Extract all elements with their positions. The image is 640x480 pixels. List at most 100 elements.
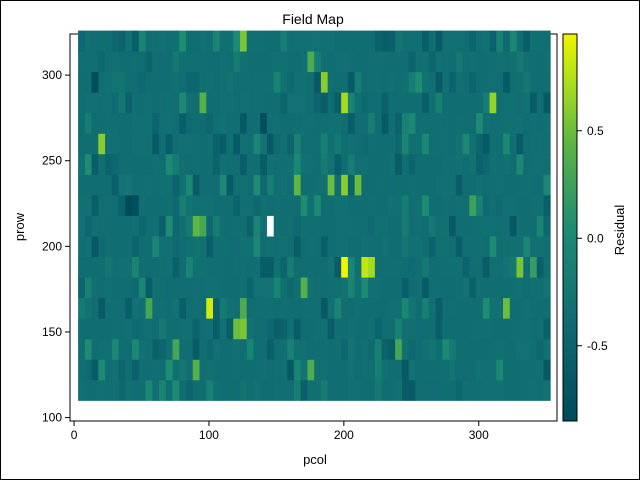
- heatmap-cell: [516, 277, 524, 299]
- heatmap-cell: [280, 338, 288, 360]
- heatmap-cell: [138, 71, 146, 93]
- heatmap-cell: [118, 359, 126, 381]
- heatmap-cell: [327, 174, 335, 196]
- heatmap-cell: [408, 236, 416, 258]
- heatmap-cell: [503, 133, 511, 155]
- heatmap-cell: [395, 318, 403, 340]
- heatmap-cell: [192, 379, 200, 401]
- heatmap-cell: [105, 338, 113, 360]
- heatmap-cell: [125, 30, 133, 52]
- colorbar-ticks: -0.5 0.0 0.5: [577, 124, 608, 353]
- heatmap-cell: [536, 379, 544, 401]
- heatmap-cell: [523, 174, 531, 196]
- heatmap-cell: [374, 215, 383, 237]
- heatmap-cell: [361, 133, 369, 155]
- heatmap-cell: [260, 153, 268, 175]
- heatmap-cell: [341, 51, 349, 73]
- heatmap-cell: [145, 51, 153, 73]
- heatmap-cell: [98, 318, 106, 340]
- heatmap-cell: [307, 133, 315, 155]
- heatmap-cell: [152, 277, 160, 299]
- heatmap-cell: [354, 112, 362, 134]
- heatmap-cell: [172, 153, 180, 175]
- heatmap-cell: [219, 297, 227, 319]
- heatmap-cell: [327, 92, 335, 114]
- heatmap-cell: [395, 174, 403, 196]
- heatmap-cell: [219, 133, 227, 155]
- heatmap-cell: [422, 194, 430, 216]
- heatmap-cell: [536, 133, 544, 155]
- heatmap-cell: [401, 359, 410, 381]
- heatmap-cell: [118, 71, 126, 93]
- heatmap-cell: [165, 174, 173, 196]
- heatmap-cell: [91, 297, 99, 319]
- heatmap-cell: [368, 277, 376, 299]
- heatmap-cell: [266, 153, 275, 175]
- heatmap-cell: [125, 256, 133, 278]
- heatmap-cell: [152, 133, 160, 155]
- heatmap-cell: [84, 379, 92, 401]
- heatmap-cell: [145, 71, 153, 93]
- heatmap-cell: [428, 71, 436, 93]
- colorbar-label: Residual: [612, 205, 627, 256]
- heatmap-cell: [145, 194, 153, 216]
- heatmap-cell: [462, 379, 470, 401]
- heatmap-cell: [293, 153, 302, 175]
- heatmap-cell: [233, 51, 241, 73]
- heatmap-cell: [246, 297, 254, 319]
- heatmap-cell: [523, 92, 531, 114]
- heatmap-cell: [476, 359, 484, 381]
- heatmap-cell: [320, 174, 329, 196]
- heatmap-cell: [111, 359, 119, 381]
- heatmap-cell: [509, 256, 517, 278]
- heatmap-cell: [503, 359, 511, 381]
- heatmap-cell: [422, 174, 430, 196]
- heatmap-cell: [138, 379, 146, 401]
- heatmap-cell: [361, 318, 369, 340]
- heatmap-cell: [341, 277, 349, 299]
- heatmap-cell: [381, 30, 389, 52]
- heatmap-cell: [422, 318, 430, 340]
- heatmap-cell: [482, 153, 490, 175]
- heatmap-cell: [530, 277, 538, 299]
- heatmap-cell: [314, 215, 322, 237]
- heatmap-cell: [503, 30, 511, 52]
- heatmap-cell: [543, 256, 551, 278]
- heatmap-cell: [503, 153, 511, 175]
- heatmap-cell: [233, 256, 241, 278]
- heatmap-cell: [381, 256, 389, 278]
- heatmap-cell: [266, 318, 275, 340]
- heatmap-cell: [287, 194, 295, 216]
- heatmap-cell: [347, 338, 356, 360]
- heatmap-cell: [213, 133, 221, 155]
- heatmap-cell: [253, 215, 261, 237]
- heatmap-cell: [314, 92, 322, 114]
- heatmap-cell: [226, 256, 234, 278]
- heatmap-cell: [314, 338, 322, 360]
- heatmap-cell: [435, 112, 443, 134]
- heatmap-cell: [503, 71, 511, 93]
- y-axis-label: prow: [12, 212, 27, 241]
- heatmap-cell: [132, 51, 140, 73]
- heatmap-cell: [199, 215, 207, 237]
- heatmap-cell: [307, 71, 315, 93]
- heatmap-cell: [314, 359, 322, 381]
- heatmap-cell: [543, 277, 551, 299]
- heatmap-cell: [105, 51, 113, 73]
- heatmap-cell: [300, 379, 308, 401]
- heatmap-cell: [320, 71, 329, 93]
- heatmap-cell: [186, 174, 194, 196]
- heatmap-cell: [84, 297, 92, 319]
- heatmap-cell: [219, 256, 227, 278]
- heatmap-cell: [354, 194, 362, 216]
- heatmap-cell: [314, 194, 322, 216]
- heatmap-cell: [476, 153, 484, 175]
- heatmap-cell: [91, 92, 99, 114]
- heatmap-cell: [314, 71, 322, 93]
- heatmap-cell: [388, 30, 396, 52]
- heatmap-cell: [516, 379, 524, 401]
- heatmap-cell: [293, 71, 302, 93]
- heatmap-cell: [273, 71, 281, 93]
- heatmap-cell: [496, 277, 504, 299]
- heatmap-cell: [536, 338, 544, 360]
